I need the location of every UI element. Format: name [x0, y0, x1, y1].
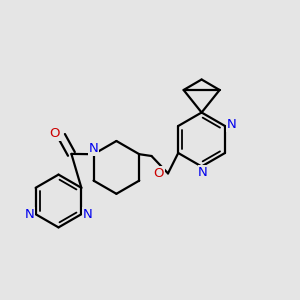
Text: O: O — [154, 167, 164, 180]
Text: N: N — [89, 142, 98, 155]
Text: N: N — [198, 166, 208, 179]
Text: N: N — [227, 118, 236, 131]
Text: O: O — [50, 127, 60, 140]
Text: N: N — [25, 208, 34, 221]
Text: N: N — [82, 208, 92, 221]
